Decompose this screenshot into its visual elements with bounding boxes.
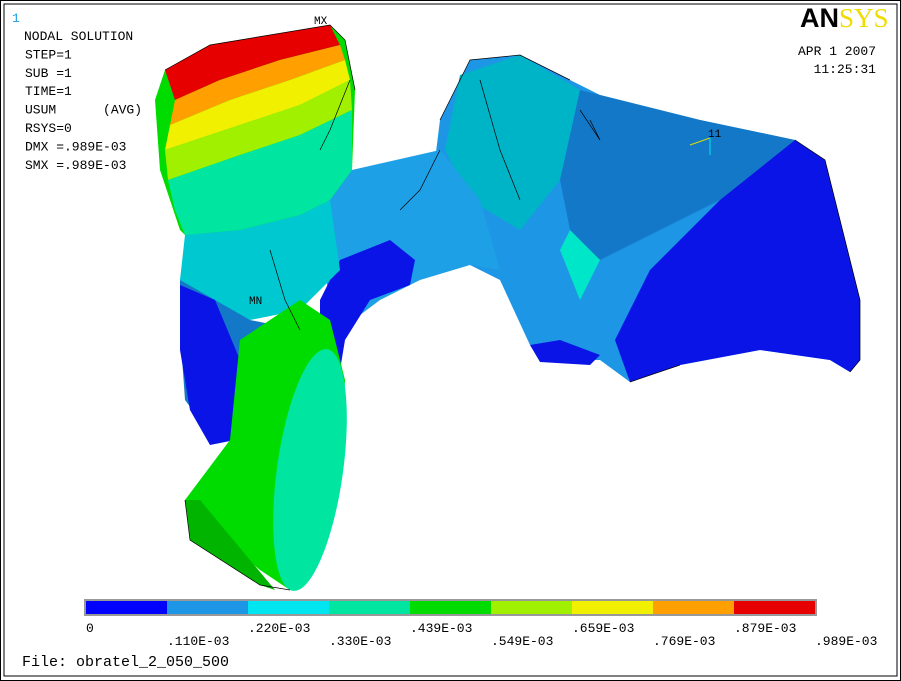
info-line: SUB =1: [25, 66, 72, 81]
legend-label: .769E-03: [653, 634, 715, 649]
info-line: RSYS=0: [25, 121, 72, 136]
legend-label: .330E-03: [329, 634, 391, 649]
info-line: TIME=1: [25, 84, 72, 99]
logo: ANSYS: [800, 3, 889, 33]
legend-label: .659E-03: [572, 621, 634, 636]
inner-frame: [3, 3, 898, 677]
window-number: 1: [12, 11, 20, 26]
info-line: USUM (AVG): [25, 103, 142, 118]
file-name: File: obratel_2_050_500: [22, 654, 229, 671]
legend-label: .549E-03: [491, 634, 553, 649]
date: APR 1 2007: [798, 44, 876, 59]
legend-swatch: [653, 601, 734, 614]
info-line: DMX =.989E-03: [25, 139, 126, 154]
legend-swatch: [491, 601, 572, 614]
legend-swatch: [248, 601, 329, 614]
info-line: STEP=1: [25, 47, 72, 62]
legend-swatch: [86, 601, 167, 614]
legend-border: [84, 599, 817, 616]
legend-label: .439E-03: [410, 621, 472, 636]
legend-swatch: [572, 601, 653, 614]
legend: 0 .110E-03 .220E-03 .330E-03 .439E-03 .549E-0…: [84, 599, 877, 649]
min-marker: MN: [249, 296, 262, 308]
node-marker: 11: [708, 129, 722, 141]
logo-light: SYS: [839, 3, 889, 33]
legend-swatch: [167, 601, 248, 614]
legend-label: .220E-03: [248, 621, 310, 636]
logo-dark: AN: [800, 3, 839, 33]
max-marker: MX: [314, 16, 328, 28]
legend-label: .110E-03: [167, 634, 229, 649]
model: [155, 24, 861, 591]
info-line: NODAL SOLUTION: [24, 29, 133, 44]
legend-swatch: [329, 601, 410, 614]
legend-label: .989E-03: [815, 634, 877, 649]
legend-swatch: [734, 601, 815, 614]
legend-label: .879E-03: [734, 621, 796, 636]
legend-swatch: [410, 601, 491, 614]
time: 11:25:31: [814, 62, 877, 77]
legend-label: 0: [86, 621, 94, 636]
info-line: SMX =.989E-03: [25, 158, 126, 173]
info-block: NODAL SOLUTION STEP=1 SUB =1 TIME=1 USUM (AV…: [24, 29, 142, 173]
